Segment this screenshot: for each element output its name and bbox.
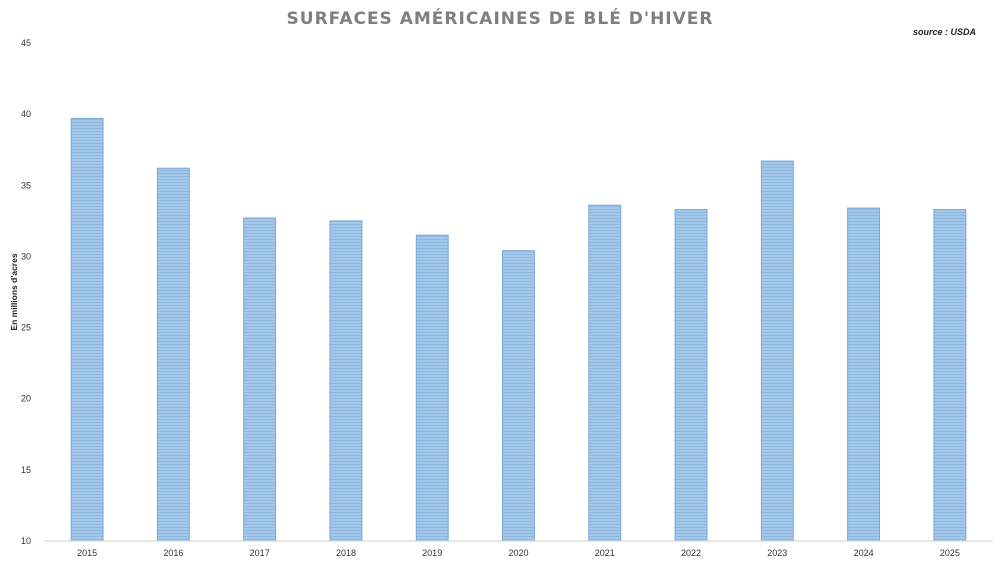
chart-source: source : USDA: [913, 27, 976, 37]
y-tick-label: 40: [21, 109, 31, 119]
x-tick-label: 2017: [250, 548, 270, 558]
x-tick-label: 2021: [595, 548, 615, 558]
y-tick-label: 25: [21, 323, 31, 333]
bar-2018: [329, 220, 363, 542]
x-tick-label: 2020: [508, 548, 528, 558]
y-tick-label: 15: [21, 465, 31, 475]
bar-2019: [415, 234, 449, 542]
chart-title: SURFACES AMÉRICAINES DE BLÉ D'HIVER: [287, 7, 714, 29]
bar-2022: [674, 209, 708, 542]
bar-2016: [156, 167, 190, 542]
x-axis: 2015 2016 2017 2018 2019 2020 2021 2022 2023 2024…: [77, 548, 960, 558]
x-tick-label: 2016: [163, 548, 183, 558]
x-tick-label: 2018: [336, 548, 356, 558]
x-tick-label: 2015: [77, 548, 97, 558]
bar-2021: [588, 204, 622, 542]
y-tick-label: 10: [21, 536, 31, 546]
bar-2025: [933, 209, 967, 542]
y-tick-label: 35: [21, 180, 31, 190]
x-tick-label: 2023: [767, 548, 787, 558]
bar-2020: [502, 250, 535, 542]
bars: [70, 117, 967, 542]
x-tick-label: 2022: [681, 548, 701, 558]
y-tick-label: 20: [21, 394, 31, 404]
y-tick-label: 45: [21, 38, 31, 48]
bar-2024: [847, 207, 880, 542]
y-tick-label: 30: [21, 251, 31, 261]
x-tick-label: 2019: [422, 548, 442, 558]
y-axis-label: En millions d'acres: [9, 253, 19, 330]
x-tick-label: 2025: [940, 548, 960, 558]
y-axis: 10 15 20 25 30 35 40 45: [21, 38, 31, 546]
x-tick-label: 2024: [854, 548, 874, 558]
bar-2023: [760, 160, 794, 542]
bar-2015: [70, 117, 104, 542]
bar-2017: [243, 217, 277, 542]
